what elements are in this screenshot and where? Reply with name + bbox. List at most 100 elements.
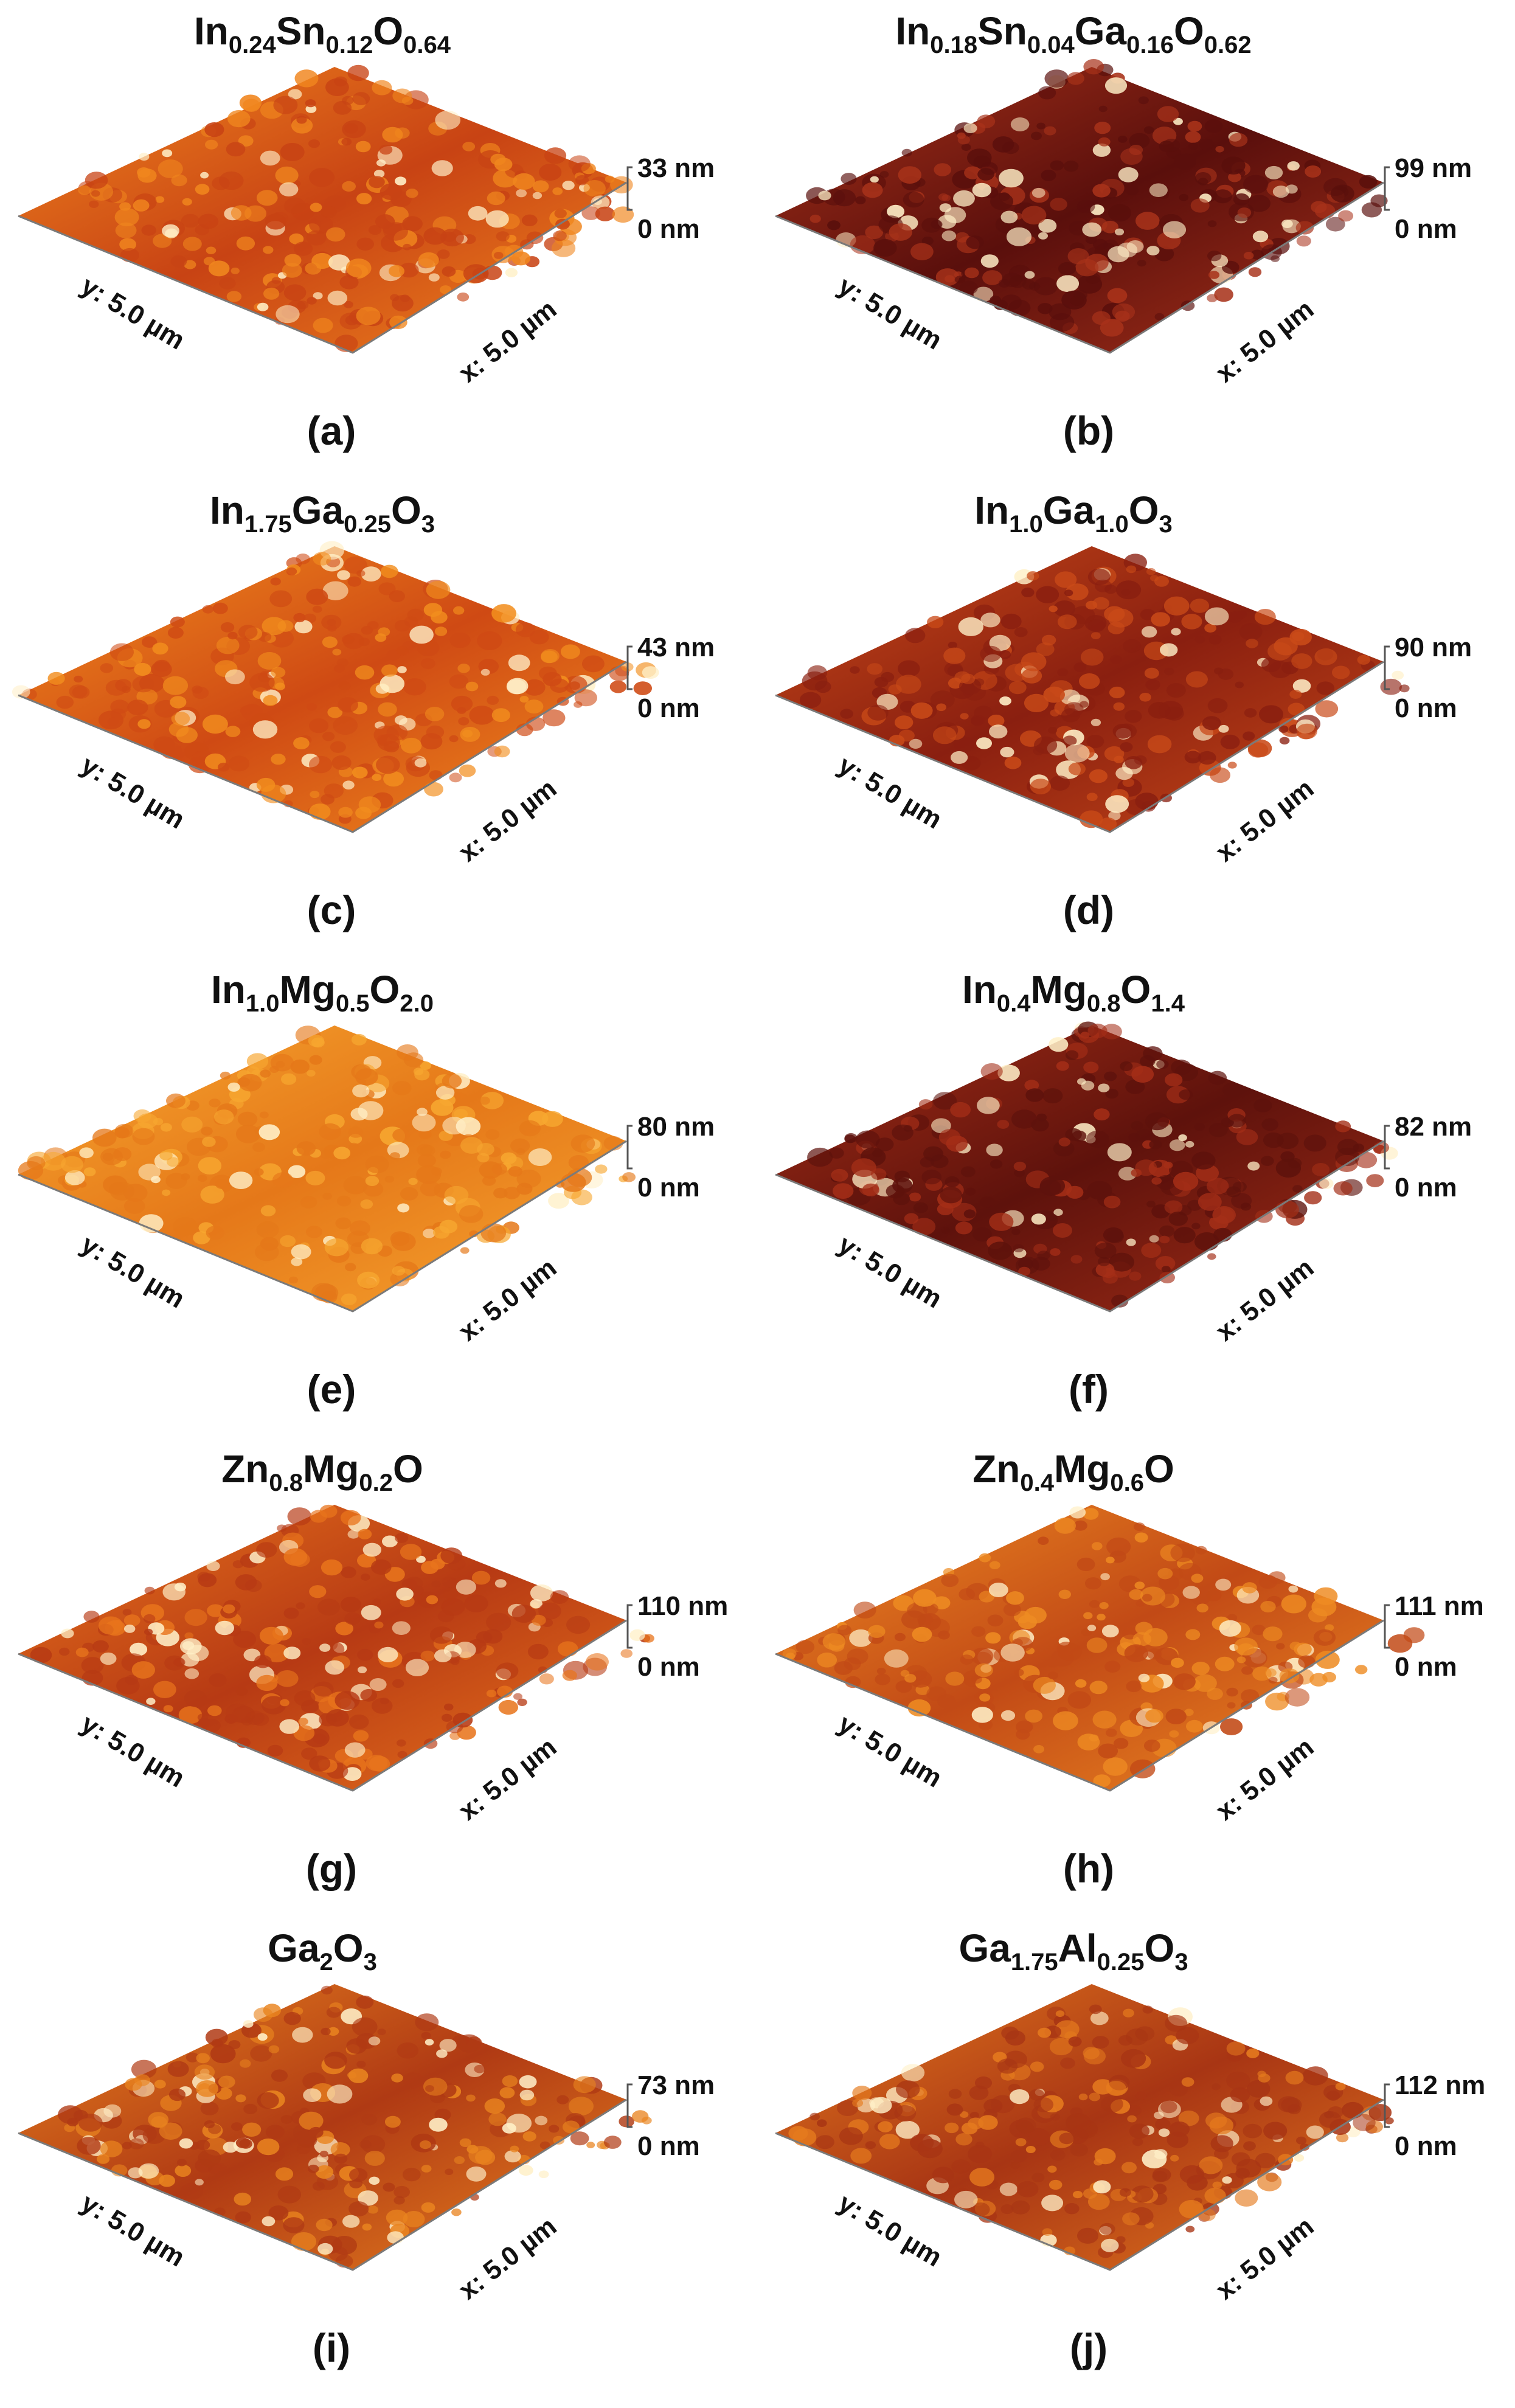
axis-lines — [775, 1140, 1384, 1313]
element-symbol: O — [369, 968, 400, 1011]
element-symbol: Zn — [221, 1447, 269, 1491]
element-subscript: 3 — [363, 1949, 377, 1976]
element-subscript: 0.16 — [1126, 32, 1174, 58]
axis-lines — [775, 661, 1384, 833]
z-scale-bar — [626, 1604, 633, 1649]
element-subscript: 2 — [319, 1949, 333, 1976]
z-min-label: 0 nm — [1395, 214, 1457, 244]
afm-surface — [18, 64, 634, 354]
z-max-label: 90 nm — [1395, 633, 1472, 662]
z-scale-bar — [626, 645, 633, 690]
z-min-label: 0 nm — [637, 1173, 700, 1202]
element-symbol: In — [962, 968, 997, 1011]
element-symbol: In — [974, 488, 1010, 532]
axis-lines — [18, 1140, 627, 1313]
panel-letter: (e) — [307, 1367, 356, 1412]
element-subscript: 3 — [1174, 1949, 1188, 1976]
z-scale-bar — [626, 166, 633, 211]
z-max-label: 82 nm — [1395, 1112, 1472, 1142]
axis-lines — [775, 1619, 1384, 1792]
surface-texture — [58, 1985, 652, 2268]
element-subscript: 1.4 — [1151, 990, 1185, 1017]
z-max-label: 43 nm — [637, 633, 715, 662]
afm-panel: Ga1.75Al0.25O3 112 nm 0 nm y: 5.0 µm x: 5.0 … — [757, 1917, 1514, 2396]
z-max-label: 112 nm — [1395, 2070, 1486, 2100]
z-max-label: 80 nm — [637, 1112, 715, 1142]
element-symbol: In — [211, 968, 246, 1011]
panel-title: Zn0.8Mg0.2O — [18, 1446, 626, 1495]
axis-lines — [18, 181, 627, 354]
z-min-label: 0 nm — [1395, 1173, 1457, 1202]
element-subscript: 0.6 — [1110, 1469, 1145, 1496]
element-symbol: In — [895, 9, 931, 53]
element-subscript: 0.64 — [403, 32, 451, 58]
z-max-label: 99 nm — [1395, 153, 1472, 183]
z-min-label: 0 nm — [637, 2131, 700, 2161]
panel-title: In1.75Ga0.25O3 — [18, 488, 626, 536]
z-min-label: 0 nm — [637, 214, 700, 244]
element-subscript: 0.4 — [996, 990, 1031, 1017]
z-max-label: 110 nm — [637, 1591, 729, 1621]
surface-plane — [18, 546, 626, 832]
element-subscript: 0.2 — [359, 1469, 393, 1496]
panel-letter: (b) — [1063, 408, 1115, 453]
element-symbol: Mg — [279, 968, 336, 1011]
element-subscript: 1.0 — [245, 990, 280, 1017]
z-min-label: 0 nm — [1395, 693, 1457, 723]
element-symbol: O — [393, 1447, 423, 1491]
element-subscript: 0.25 — [1097, 1949, 1145, 1976]
element-subscript: 0.24 — [228, 32, 276, 58]
axis-lines — [18, 1619, 627, 1792]
element-subscript: 0.4 — [1020, 1469, 1054, 1496]
surface-plane — [18, 1984, 626, 2270]
element-symbol: In — [210, 488, 244, 532]
z-max-label: 33 nm — [637, 153, 715, 183]
element-symbol: Mg — [1054, 1447, 1111, 1491]
element-symbol: Ga — [1042, 488, 1095, 532]
afm-surface — [775, 1021, 1398, 1313]
panel-letter: (a) — [307, 408, 356, 453]
afm-surface — [775, 546, 1410, 833]
afm-surface — [18, 1984, 652, 2271]
z-scale-bar — [1384, 645, 1390, 690]
z-scale-bar — [626, 2083, 633, 2128]
z-min-label: 0 nm — [1395, 1652, 1457, 1682]
axis-lines — [18, 2098, 627, 2271]
afm-surface — [12, 541, 659, 833]
afm-panel: In1.0Ga1.0O3 90 nm 0 nm y: 5.0 µm x: 5.0 µm(… — [757, 479, 1514, 959]
z-scale-bar — [626, 1125, 633, 1170]
element-subscript: 0.62 — [1204, 32, 1252, 58]
panel-letter: (h) — [1063, 1846, 1115, 1891]
panel-letter: (d) — [1063, 887, 1115, 932]
afm-surface — [775, 1505, 1425, 1792]
panel-title: In0.24Sn0.12O0.64 — [18, 9, 626, 57]
z-min-label: 0 nm — [637, 693, 700, 723]
element-symbol: Sn — [276, 9, 326, 53]
element-subscript: 2.0 — [400, 990, 434, 1017]
afm-panel: Zn0.8Mg0.2O 110 nm 0 nm y: 5.0 µm x: 5.0 µm(… — [0, 1438, 757, 1917]
afm-panel: Zn0.4Mg0.6O 111 nm 0 nm y: 5.0 µm x: 5.0 µm(… — [757, 1438, 1514, 1917]
surface-texture — [807, 1021, 1398, 1308]
z-scale-bar — [1384, 1125, 1390, 1170]
surface-texture — [18, 1025, 636, 1305]
element-symbol: Ga — [291, 488, 344, 532]
surface-texture — [12, 541, 659, 824]
element-subscript: 0.8 — [1086, 990, 1121, 1017]
element-subscript: 0.25 — [344, 511, 391, 538]
afm-panel: In1.0Mg0.5O2.0 80 nm 0 nm y: 5.0 µm x: 5.0 µ… — [0, 959, 757, 1438]
afm-panel: In0.4Mg0.8O1.4 82 nm 0 nm y: 5.0 µm x: 5.0 µ… — [757, 959, 1514, 1438]
panel-title: In1.0Ga1.0O3 — [769, 488, 1378, 536]
panel-title: Ga2O3 — [18, 1926, 626, 1974]
afm-surface — [18, 1025, 636, 1313]
element-symbol: O — [1144, 1926, 1175, 1970]
element-symbol: In — [193, 9, 229, 53]
element-symbol: Mg — [1030, 968, 1087, 1011]
element-subscript: 0.12 — [325, 32, 373, 58]
element-symbol: Zn — [972, 1447, 1021, 1491]
panel-title: In1.0Mg0.5O2.0 — [18, 967, 626, 1016]
afm-panel: Ga2O3 73 nm 0 nm y: 5.0 µm x: 5.0 µm (i) — [0, 1917, 757, 2396]
element-symbol: O — [333, 1926, 364, 1970]
panel-letter: (i) — [312, 2325, 351, 2370]
axis-lines — [18, 661, 627, 833]
panel-title: Ga1.75Al0.25O3 — [769, 1926, 1378, 1974]
